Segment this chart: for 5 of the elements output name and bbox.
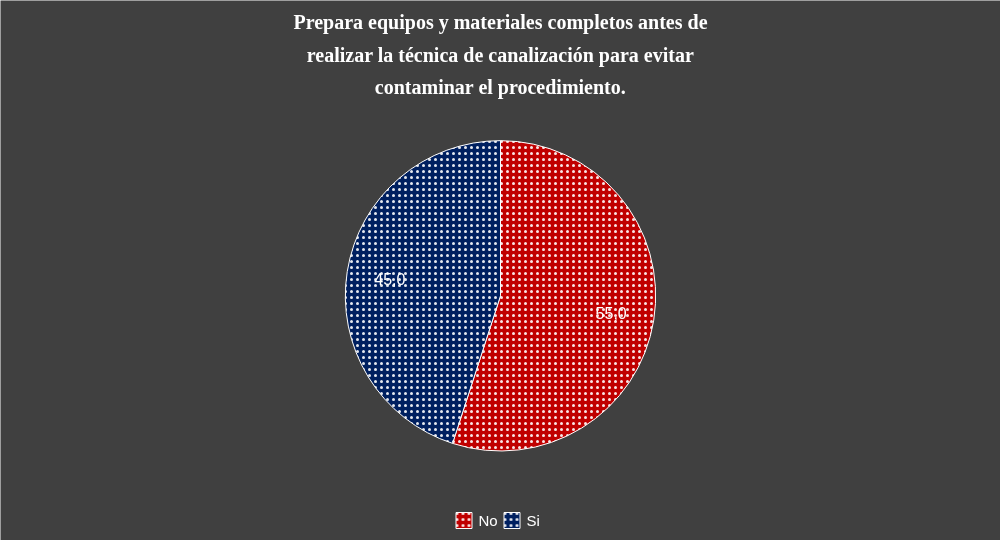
data-label: 55,0 — [595, 304, 627, 322]
data-label: 45,0 — [374, 270, 406, 288]
legend-label: No — [478, 511, 499, 529]
legend-label: Si — [526, 511, 541, 529]
chart-title: Prepara equipos y materiales completos antes de realizar la técnica de canalización para evitar contaminar el procedimiento. — [293, 11, 708, 99]
